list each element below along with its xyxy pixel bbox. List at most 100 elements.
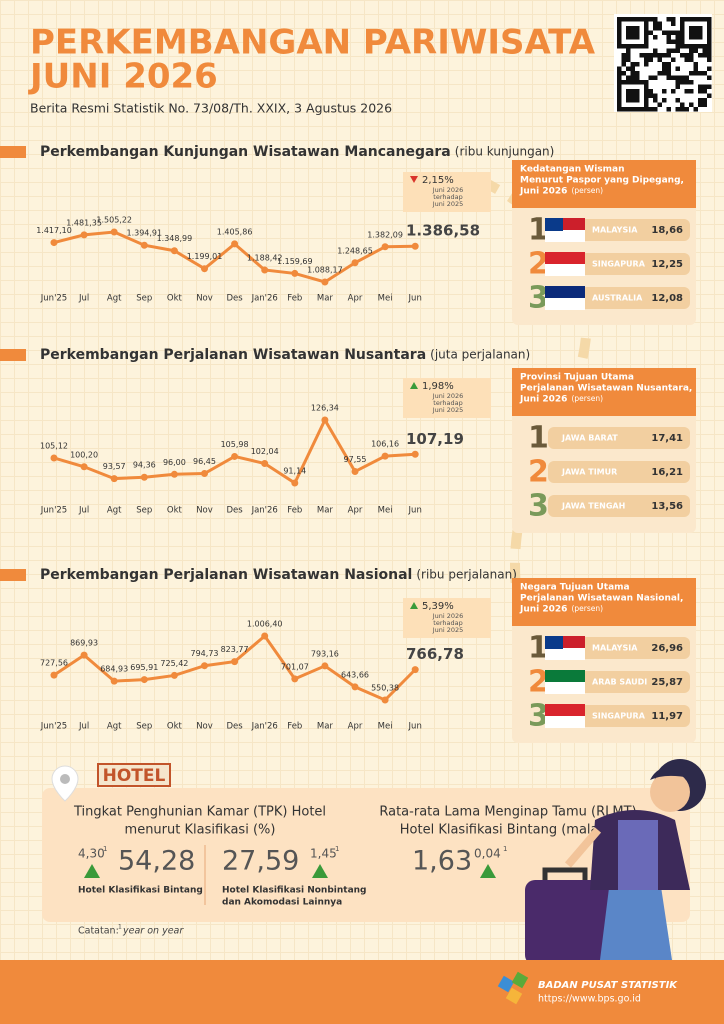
x-tick-label: Okt — [167, 506, 183, 516]
qr-cell — [662, 62, 667, 67]
bps-logo — [497, 971, 529, 1005]
value-label: 869,93 — [70, 639, 98, 648]
value-label: 1.159,69 — [277, 257, 313, 266]
section-marker — [0, 146, 26, 158]
qr-cell — [675, 48, 680, 53]
rank-value: 13,56 — [651, 501, 683, 512]
qr-cell — [630, 71, 635, 76]
qr-cell — [626, 48, 631, 53]
rank-name: SINGAPURA — [592, 260, 646, 269]
qr-cell — [684, 89, 689, 94]
point — [80, 651, 88, 659]
qr-cell — [689, 102, 694, 107]
qr-cell — [644, 102, 649, 107]
qr-cell — [675, 84, 680, 89]
point — [411, 450, 419, 458]
x-tick-label: Mei — [378, 294, 393, 304]
qr-cell — [698, 53, 703, 58]
value-label: 643,66 — [341, 670, 369, 679]
qr-cell — [684, 53, 689, 58]
panel-title: Provinsi Tujuan Utama — [520, 373, 634, 383]
qr-cell — [626, 26, 631, 31]
qr-cell — [707, 17, 712, 22]
qr-cell — [702, 44, 707, 49]
panel-unit: (persen) — [571, 186, 603, 195]
up-arrow — [480, 864, 496, 878]
qr-cell — [671, 48, 676, 53]
qr-cell — [635, 44, 640, 49]
qr-cell — [644, 53, 649, 58]
qr-cell — [675, 66, 680, 71]
qr-cell — [675, 39, 680, 44]
qr-cell — [702, 84, 707, 89]
qr-cell — [653, 17, 658, 22]
rank-number: 2 — [528, 665, 549, 700]
point — [411, 242, 419, 250]
x-tick-label: Jul — [78, 506, 89, 516]
change: 4,30 — [78, 847, 105, 861]
change-box — [403, 598, 491, 638]
qr-code — [614, 14, 712, 112]
note-mark: 1 — [118, 924, 122, 931]
change: 0,04 — [474, 847, 501, 861]
chart-unit: (ribu kunjungan) — [455, 145, 555, 159]
qr-cell — [684, 75, 689, 80]
qr-cell — [644, 89, 649, 94]
rank-number: 1 — [528, 421, 549, 456]
qr-cell — [702, 48, 707, 53]
rank-row — [548, 495, 690, 517]
qr-cell — [680, 39, 685, 44]
qr-cell — [621, 107, 626, 112]
qr-cell — [684, 44, 689, 49]
qr-cell — [644, 39, 649, 44]
pin-dot — [60, 774, 70, 784]
note-mark: 1 — [335, 845, 339, 853]
qr-cell — [666, 53, 671, 58]
change-note: terhadap — [433, 399, 462, 407]
rank-value: 12,25 — [651, 259, 683, 270]
qr-cell — [630, 30, 635, 35]
flag-part — [545, 286, 585, 298]
qr-cell — [630, 62, 635, 67]
point — [80, 463, 88, 471]
change-box — [403, 172, 491, 212]
qr-cell — [693, 17, 698, 22]
panel-title: Kedatangan Wisman — [520, 165, 625, 175]
qr-cell — [644, 26, 649, 31]
qr-cell — [644, 107, 649, 112]
tpk-title: Tingkat Penghunian Kamar (TPK) Hotel — [73, 805, 326, 820]
qr-cell — [621, 17, 626, 22]
x-tick-label: Apr — [348, 722, 363, 732]
qr-cell — [675, 80, 680, 85]
rank-name: JAWA TIMUR — [561, 468, 617, 477]
x-tick-label: Apr — [348, 294, 363, 304]
panel-header — [512, 368, 696, 416]
qr-cell — [617, 35, 622, 40]
qr-cell — [662, 98, 667, 103]
x-tick-label: Mar — [317, 294, 334, 304]
qr-cell — [693, 62, 698, 67]
qr-cell — [689, 26, 694, 31]
tpk-value: 54,28 — [118, 846, 195, 877]
qr-cell — [644, 17, 649, 22]
rank-name: ARAB SAUDI — [592, 678, 647, 687]
qr-cell — [639, 44, 644, 49]
qr-cell — [635, 17, 640, 22]
qr-cell — [707, 30, 712, 35]
qr-cell — [626, 35, 631, 40]
rank-name: JAWA TENGAH — [561, 502, 625, 511]
qr-cell — [617, 44, 622, 49]
qr-cell — [698, 84, 703, 89]
x-tick-label: Mar — [317, 722, 334, 732]
rlmt-title: Hotel Klasifikasi Bintang (malam) — [400, 823, 617, 838]
x-tick-label: Apr — [348, 506, 363, 516]
x-tick-label: Des — [226, 506, 243, 516]
qr-cell — [644, 80, 649, 85]
point — [261, 459, 269, 467]
qr-cell — [662, 66, 667, 71]
value-label: 701,07 — [281, 662, 309, 671]
qr-cell — [666, 35, 671, 40]
point — [261, 632, 269, 640]
value-label: 1.481,35 — [66, 218, 102, 227]
qr-cell — [644, 44, 649, 49]
